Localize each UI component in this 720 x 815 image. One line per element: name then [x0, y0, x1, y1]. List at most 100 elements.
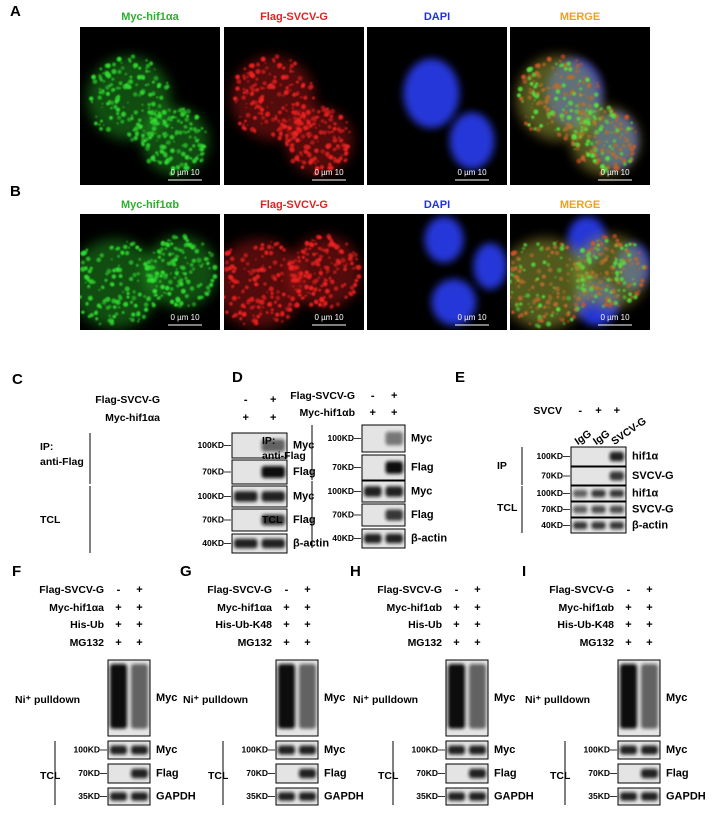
signal-speckle [146, 296, 152, 302]
band [609, 489, 624, 498]
band [110, 745, 127, 755]
signal-speckle [587, 122, 591, 126]
protein-label: GAPDH [324, 790, 364, 802]
signal-speckle [178, 281, 184, 287]
group-label: TCL [40, 514, 61, 526]
signal-speckle [279, 122, 285, 127]
signal-speckle [255, 298, 261, 304]
signal-speckle [117, 305, 121, 309]
signal-speckle [593, 102, 599, 108]
protein-label: Myc [324, 744, 345, 756]
signal-speckle [566, 61, 571, 66]
signal-speckle [279, 245, 284, 250]
signal-speckle [162, 252, 166, 256]
signal-speckle [118, 81, 123, 86]
signal-speckle [338, 129, 343, 134]
signal-speckle [281, 106, 286, 111]
signal-speckle [262, 87, 265, 90]
signal-speckle [300, 160, 303, 163]
signal-speckle [147, 110, 151, 114]
signal-speckle [598, 117, 602, 121]
signal-speckle [623, 162, 627, 166]
signal-speckle [71, 272, 76, 277]
signal-speckle [624, 248, 627, 251]
signal-speckle [136, 311, 141, 315]
signal-speckle [157, 255, 161, 259]
signal-speckle [172, 140, 175, 143]
signal-speckle [561, 118, 564, 122]
mw-label: 70KD [202, 514, 224, 524]
signal-speckle [600, 164, 605, 168]
signal-speckle [293, 303, 299, 308]
signal-speckle [179, 278, 184, 282]
signal-speckle [308, 131, 311, 134]
signal-speckle [199, 152, 204, 157]
signal-speckle [168, 123, 171, 125]
signal-speckle [626, 126, 631, 131]
signal-speckle [317, 110, 321, 113]
signal-speckle [194, 118, 197, 121]
signal-speckle [311, 108, 315, 113]
signal-speckle [153, 68, 156, 70]
signal-speckle [240, 257, 245, 263]
signal-speckle [149, 61, 153, 66]
signal-speckle [124, 72, 128, 76]
condition-mark: + [304, 637, 310, 649]
signal-speckle [575, 306, 581, 312]
signal-speckle [260, 94, 265, 99]
signal-speckle [131, 312, 136, 317]
signal-speckle [317, 235, 322, 240]
signal-speckle [105, 85, 110, 90]
signal-speckle [111, 298, 117, 304]
protein-label: Myc [494, 692, 515, 704]
signal-speckle [293, 277, 299, 283]
smear [641, 664, 658, 729]
signal-speckle [289, 266, 293, 269]
signal-speckle [627, 252, 632, 258]
signal-speckle [338, 156, 343, 161]
signal-speckle [259, 107, 265, 112]
signal-speckle [254, 316, 256, 319]
signal-speckle [71, 272, 76, 277]
signal-speckle [621, 260, 627, 266]
signal-speckle [248, 278, 252, 282]
signal-speckle [336, 260, 342, 266]
signal-speckle [568, 311, 570, 314]
signal-glow [571, 107, 639, 175]
signal-speckle [243, 267, 246, 270]
signal-speckle [187, 130, 190, 133]
group-label: TCL [262, 514, 283, 526]
protein-label: GAPDH [494, 790, 534, 802]
signal-speckle [102, 79, 106, 83]
signal-speckle [354, 265, 360, 270]
signal-speckle [300, 271, 304, 276]
signal-speckle [310, 140, 315, 145]
signal-speckle [270, 117, 276, 122]
signal-speckle [578, 79, 582, 83]
signal-speckle [596, 248, 600, 251]
signal-speckle [282, 66, 286, 70]
signal-speckle [111, 274, 117, 279]
signal-speckle [175, 247, 179, 251]
signal-speckle [588, 286, 594, 292]
signal-speckle [596, 239, 599, 242]
signal-speckle [559, 245, 565, 251]
signal-speckle [237, 296, 241, 300]
signal-speckle [229, 250, 232, 253]
signal-speckle [75, 286, 77, 288]
group-label: IP: [262, 435, 275, 447]
protein-label: Flag [293, 466, 316, 478]
signal-speckle [537, 314, 543, 320]
signal-speckle [517, 86, 523, 92]
signal-speckle [182, 142, 188, 148]
signal-speckle [324, 121, 327, 124]
signal-speckle [312, 156, 318, 161]
mw-label: 40KD [202, 538, 224, 548]
signal-speckle [264, 119, 269, 124]
signal-speckle [85, 256, 91, 262]
signal-speckle [300, 96, 303, 99]
protein-label: Flag [156, 767, 179, 779]
signal-speckle [184, 162, 188, 167]
signal-speckle [184, 256, 187, 259]
signal-speckle [613, 261, 618, 266]
